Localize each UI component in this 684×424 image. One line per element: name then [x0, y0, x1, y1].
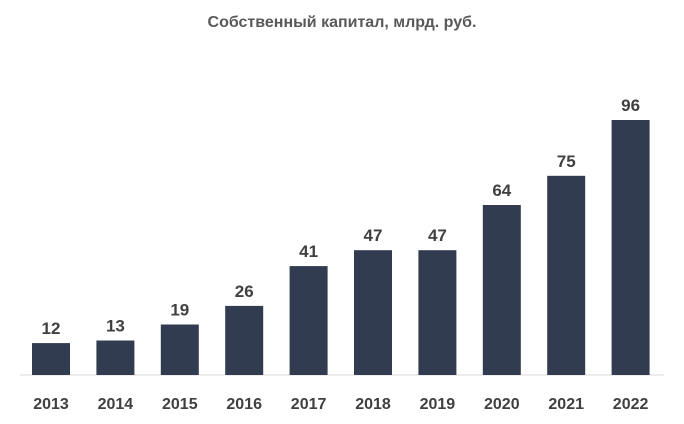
x-tick-label-2018: 2018 [355, 396, 391, 413]
bar-2017 [289, 266, 328, 375]
data-label-2019: 47 [428, 226, 447, 245]
data-label-2013: 12 [42, 319, 61, 338]
x-tick-label-2014: 2014 [98, 396, 134, 413]
x-tick-label-2020: 2020 [484, 396, 520, 413]
bars-group [32, 120, 650, 375]
bar-2015 [160, 324, 199, 375]
bar-2021 [547, 175, 586, 375]
data-label-2018: 47 [364, 226, 383, 245]
x-tick-label-2015: 2015 [162, 396, 198, 413]
data-label-2014: 13 [106, 317, 125, 336]
data-labels-group: 12 13 19 26 41 47 47 64 75 96 [42, 96, 641, 338]
bar-2014 [96, 340, 135, 375]
bar-2019 [418, 250, 457, 375]
x-tick-label-2016: 2016 [226, 396, 262, 413]
data-label-2017: 41 [299, 242, 318, 261]
data-label-2016: 26 [235, 282, 254, 301]
data-label-2021: 75 [557, 152, 576, 171]
data-label-2020: 64 [492, 181, 511, 200]
x-tick-label-2019: 2019 [420, 396, 456, 413]
x-tick-labels-group: 2013 2014 2015 2016 2017 2018 2019 2020 2021 2022 [33, 396, 648, 413]
data-label-2022: 96 [621, 96, 640, 115]
x-tick-label-2022: 2022 [613, 396, 649, 413]
x-tick-label-2021: 2021 [548, 396, 584, 413]
data-label-2015: 19 [170, 301, 189, 320]
x-tick-label-2017: 2017 [291, 396, 327, 413]
chart-title: Собственный капитал, млрд. руб. [207, 14, 477, 31]
bar-2020 [482, 205, 521, 375]
bar-2016 [225, 305, 264, 375]
bar-2018 [354, 250, 392, 375]
x-tick-label-2013: 2013 [33, 396, 69, 413]
bar-2013 [32, 343, 70, 375]
bar-2022 [611, 120, 650, 375]
